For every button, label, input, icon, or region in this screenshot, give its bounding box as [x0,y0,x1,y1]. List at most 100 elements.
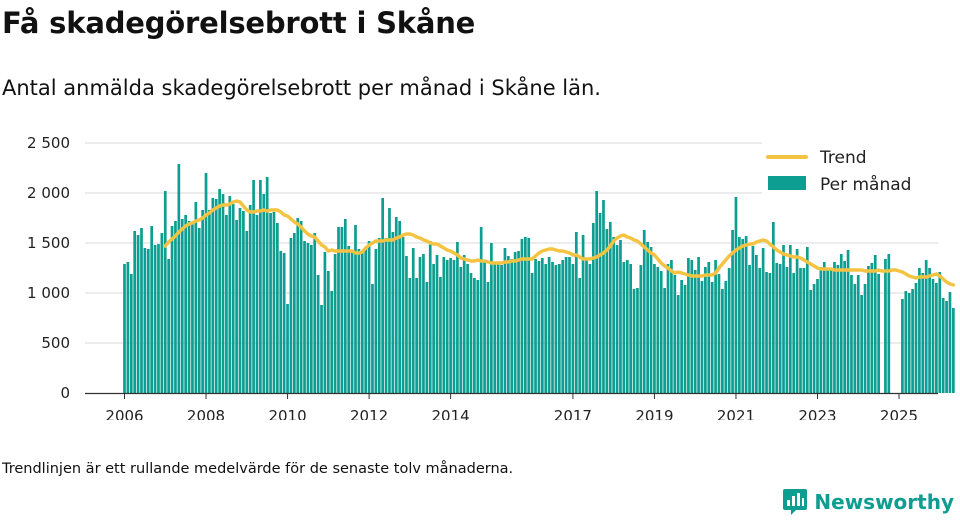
bar [201,210,204,393]
bar [418,257,422,393]
bar [469,273,473,393]
bar [133,231,137,393]
bar [360,253,364,393]
bar [544,264,548,393]
bar [731,230,734,393]
bar [551,262,554,393]
bar [442,257,446,393]
bar [170,226,174,393]
bar [901,299,904,393]
bar [761,248,765,393]
bar [449,258,452,393]
bar [602,200,605,393]
bar [503,248,507,393]
bar [303,241,306,393]
x-tick-label: 2017 [554,407,592,420]
bar [836,265,840,393]
bar [680,280,683,393]
bar [252,180,255,393]
bar [486,282,490,393]
bar [568,257,571,393]
bar [296,218,300,393]
y-tick-label: 2 500 [27,134,70,152]
bar [306,243,310,393]
bar [320,305,323,393]
bar [194,202,198,393]
bar [343,219,347,393]
bar [157,244,160,393]
bar [676,295,680,393]
bar [778,264,782,393]
bar [377,238,381,393]
bar [938,272,942,393]
bar [422,254,425,393]
bar [561,260,565,393]
bar [738,237,741,393]
bar [608,222,612,393]
bar [391,232,395,393]
bar [687,258,690,393]
bar [337,227,340,393]
bar [751,246,755,393]
bar [184,215,187,393]
bar [428,241,432,393]
bar [510,259,514,393]
bar [758,268,762,393]
bar [666,264,670,393]
bar [605,229,609,393]
bar [867,266,870,393]
bar [557,264,561,393]
bar [619,240,622,393]
legend-bars-swatch [768,176,806,190]
bar [476,280,480,393]
bar [347,246,351,393]
bar [520,239,524,393]
bar [588,264,592,393]
bar [129,274,133,393]
bar [952,308,955,393]
bar [540,258,544,393]
bar [622,262,626,393]
bar [697,257,700,393]
bar [326,271,330,393]
bar [221,194,225,393]
brand-logo[interactable]: Newsworthy [782,487,954,517]
bar [140,228,143,393]
bar [765,272,768,393]
bar [398,221,402,393]
bar [870,263,874,393]
bar [734,197,738,393]
bar [646,242,649,393]
bar [768,273,772,393]
bar [846,250,850,393]
bar [214,199,218,393]
bar [744,236,748,393]
bar [388,208,391,393]
y-tick-label: 500 [41,334,70,352]
bar [384,238,388,393]
bar [571,264,575,393]
chart-title: Få skadegörelsebrott i Skåne [2,6,476,40]
bar [822,262,826,393]
bar [816,279,819,393]
bar [462,255,466,393]
bar [524,237,527,393]
bar [228,196,232,393]
bar [309,245,313,393]
bar [659,271,663,393]
bar [459,267,463,393]
bar [873,255,877,393]
bar [935,283,938,393]
bar [683,285,687,393]
bar [160,233,164,393]
bar [299,221,303,393]
brand-name: Newsworthy [814,490,954,514]
bar [754,255,758,393]
bar [653,264,656,393]
bar [435,255,439,393]
bar [843,261,847,393]
bar [126,262,130,393]
bar [262,194,266,393]
bar [853,284,857,393]
bar [530,273,534,393]
